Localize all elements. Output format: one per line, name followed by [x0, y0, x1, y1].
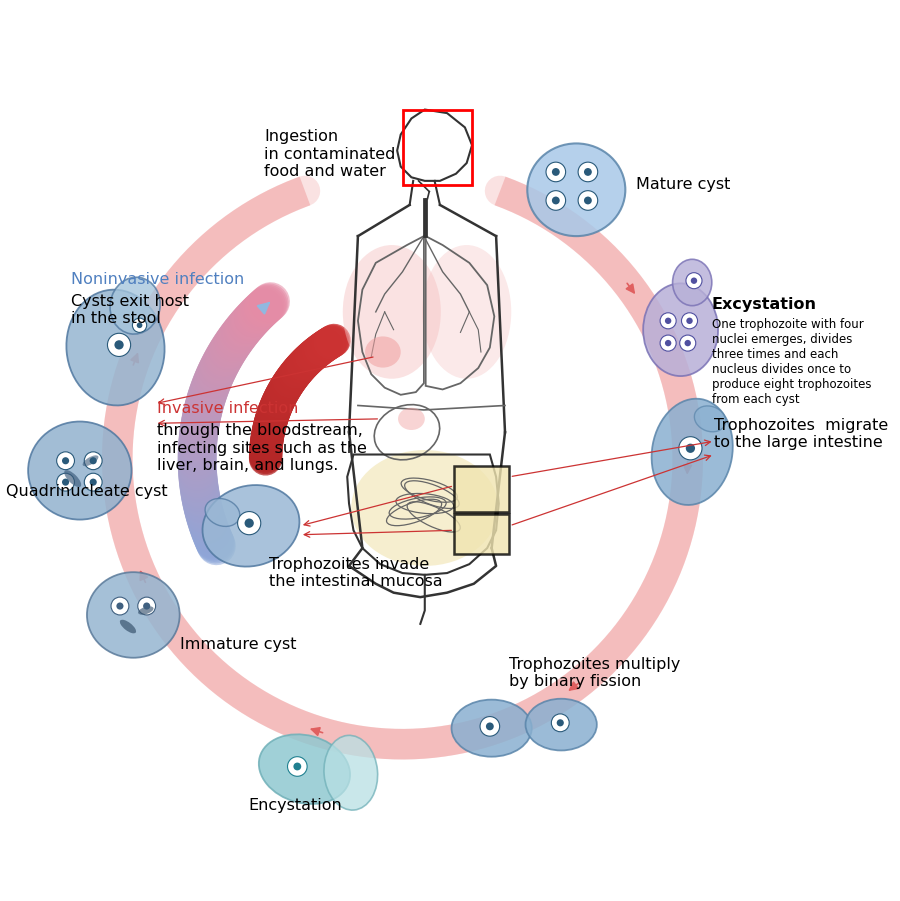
Ellipse shape: [526, 699, 597, 751]
Bar: [454, 514, 509, 554]
Text: through the bloodstream,
infecting sites such as the
liver, brain, and lungs.: through the bloodstream, infecting sites…: [158, 423, 367, 473]
Ellipse shape: [107, 333, 130, 357]
Text: Trophozoites invade
the intestinal mucosa: Trophozoites invade the intestinal mucos…: [269, 557, 443, 589]
Bar: [402, 110, 472, 186]
Ellipse shape: [28, 422, 131, 520]
Ellipse shape: [422, 245, 511, 378]
Text: Noninvasive infection: Noninvasive infection: [71, 272, 244, 287]
Ellipse shape: [83, 455, 98, 466]
Ellipse shape: [685, 340, 691, 346]
Ellipse shape: [652, 399, 733, 505]
Text: Invasive infection: Invasive infection: [158, 401, 299, 416]
Ellipse shape: [665, 340, 671, 346]
Ellipse shape: [681, 313, 698, 329]
Ellipse shape: [138, 597, 156, 615]
Ellipse shape: [672, 259, 712, 305]
Ellipse shape: [138, 606, 154, 614]
Ellipse shape: [552, 168, 560, 176]
Text: Excystation: Excystation: [712, 296, 817, 312]
Ellipse shape: [62, 478, 69, 486]
Text: Quadrinucleate cyst: Quadrinucleate cyst: [5, 484, 167, 499]
Ellipse shape: [85, 451, 102, 469]
Ellipse shape: [90, 457, 97, 464]
Text: One trophozoite with four
nuclei emerges, divides
three times and each
nucleus d: One trophozoite with four nuclei emerges…: [712, 318, 871, 406]
Ellipse shape: [452, 700, 532, 757]
Text: Mature cyst: Mature cyst: [636, 177, 731, 192]
Ellipse shape: [324, 735, 378, 810]
Ellipse shape: [578, 191, 598, 210]
Ellipse shape: [578, 162, 598, 182]
Ellipse shape: [665, 317, 671, 324]
Ellipse shape: [259, 734, 350, 804]
Ellipse shape: [679, 437, 702, 460]
Ellipse shape: [87, 572, 180, 658]
Text: Encystation: Encystation: [248, 797, 342, 813]
Ellipse shape: [202, 485, 300, 567]
Ellipse shape: [85, 473, 102, 491]
Ellipse shape: [546, 191, 565, 210]
Ellipse shape: [398, 408, 425, 430]
Ellipse shape: [486, 723, 494, 731]
Ellipse shape: [293, 762, 302, 770]
Ellipse shape: [57, 451, 75, 469]
Ellipse shape: [343, 245, 441, 378]
Text: Immature cyst: Immature cyst: [180, 637, 296, 652]
Ellipse shape: [64, 470, 81, 487]
Ellipse shape: [132, 318, 147, 332]
Ellipse shape: [90, 478, 97, 486]
Ellipse shape: [660, 335, 676, 351]
Ellipse shape: [245, 518, 254, 528]
Ellipse shape: [238, 512, 261, 534]
Ellipse shape: [527, 143, 626, 236]
Text: Cysts exit host
in the stool: Cysts exit host in the stool: [71, 294, 189, 326]
Text: Trophozoites multiply
by binary fission: Trophozoites multiply by binary fission: [509, 657, 680, 689]
Ellipse shape: [694, 406, 725, 432]
Ellipse shape: [111, 597, 129, 615]
Ellipse shape: [365, 336, 400, 368]
Ellipse shape: [680, 335, 696, 351]
Ellipse shape: [584, 168, 592, 176]
Ellipse shape: [120, 620, 136, 633]
Ellipse shape: [143, 603, 150, 610]
Ellipse shape: [687, 317, 693, 324]
Ellipse shape: [686, 273, 702, 288]
Text: Trophozoites  migrate
to the large intestine: Trophozoites migrate to the large intest…: [715, 418, 888, 450]
Bar: [454, 466, 509, 513]
Ellipse shape: [116, 603, 123, 610]
Ellipse shape: [644, 284, 718, 376]
Ellipse shape: [546, 162, 565, 182]
Ellipse shape: [552, 196, 560, 205]
Ellipse shape: [57, 473, 75, 491]
Ellipse shape: [480, 716, 500, 736]
Ellipse shape: [691, 278, 698, 284]
Text: Ingestion
in contaminated
food and water: Ingestion in contaminated food and water: [265, 129, 396, 179]
Ellipse shape: [137, 323, 142, 328]
Ellipse shape: [114, 341, 123, 350]
Ellipse shape: [584, 196, 592, 205]
Ellipse shape: [552, 714, 569, 732]
Ellipse shape: [287, 757, 307, 777]
Ellipse shape: [351, 450, 499, 566]
Ellipse shape: [686, 443, 695, 453]
Ellipse shape: [660, 313, 676, 329]
Ellipse shape: [557, 719, 563, 726]
Ellipse shape: [67, 290, 165, 405]
Ellipse shape: [62, 457, 69, 464]
Ellipse shape: [110, 278, 160, 334]
Ellipse shape: [205, 498, 239, 526]
